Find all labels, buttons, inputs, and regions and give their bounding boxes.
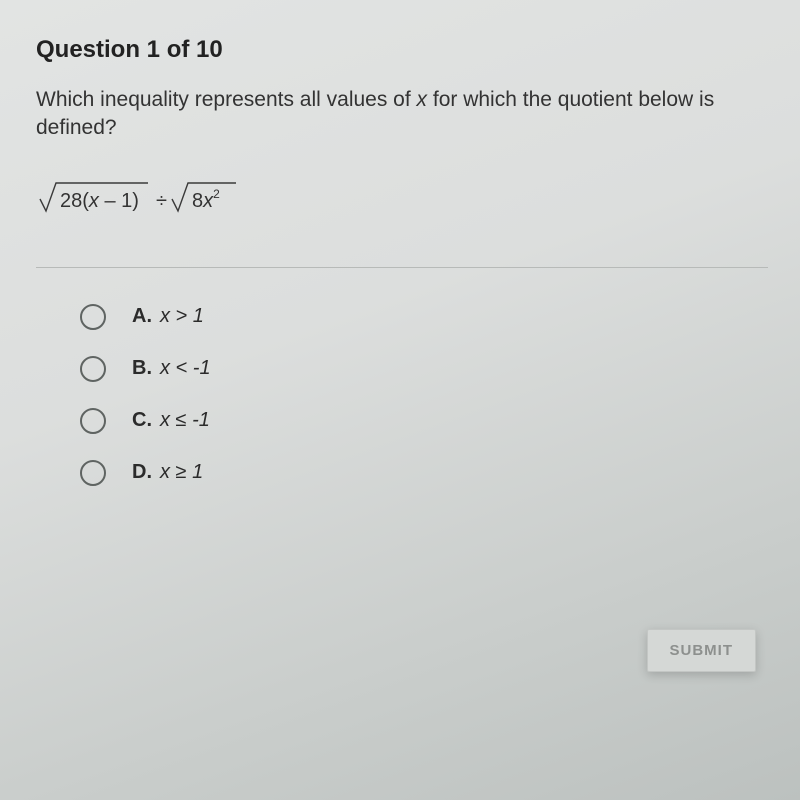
option-letter: C.	[132, 409, 152, 432]
question-page: Question 1 of 10 Which inequality repres…	[0, 0, 800, 544]
option-label: C. x ≤ -1	[132, 409, 210, 432]
prompt-before: Which inequality represents all values o…	[36, 88, 417, 111]
radicand-1: 28(x – 1)	[60, 190, 139, 212]
radicand-2: 8x2	[192, 187, 220, 212]
option-a[interactable]: A. x > 1	[80, 304, 768, 330]
option-letter: A.	[132, 305, 152, 328]
radio-icon[interactable]	[80, 408, 106, 434]
options-list: A. x > 1 B. x < -1 C. x ≤ -1 D. x ≥ 1	[36, 304, 768, 486]
operator: ÷	[156, 190, 167, 212]
radio-icon[interactable]	[80, 304, 106, 330]
option-text: x ≥ 1	[160, 461, 203, 484]
option-text: x ≤ -1	[160, 409, 210, 432]
option-b[interactable]: B. x < -1	[80, 356, 768, 382]
question-prompt: Which inequality represents all values o…	[36, 86, 768, 143]
option-letter: D.	[132, 461, 152, 484]
prompt-variable: x	[417, 88, 428, 111]
option-c[interactable]: C. x ≤ -1	[80, 408, 768, 434]
option-label: D. x ≥ 1	[132, 461, 203, 484]
divider	[36, 267, 768, 268]
submit-button[interactable]: SUBMIT	[647, 629, 757, 672]
option-label: B. x < -1	[132, 357, 211, 380]
option-label: A. x > 1	[132, 305, 204, 328]
option-text: x > 1	[160, 305, 204, 328]
option-letter: B.	[132, 357, 152, 380]
radio-icon[interactable]	[80, 460, 106, 486]
option-text: x < -1	[160, 357, 211, 380]
expression-svg: 28(x – 1) ÷ 8x2	[38, 177, 278, 221]
expression: 28(x – 1) ÷ 8x2	[38, 177, 768, 221]
question-header: Question 1 of 10	[36, 36, 768, 64]
option-d[interactable]: D. x ≥ 1	[80, 460, 768, 486]
radio-icon[interactable]	[80, 356, 106, 382]
